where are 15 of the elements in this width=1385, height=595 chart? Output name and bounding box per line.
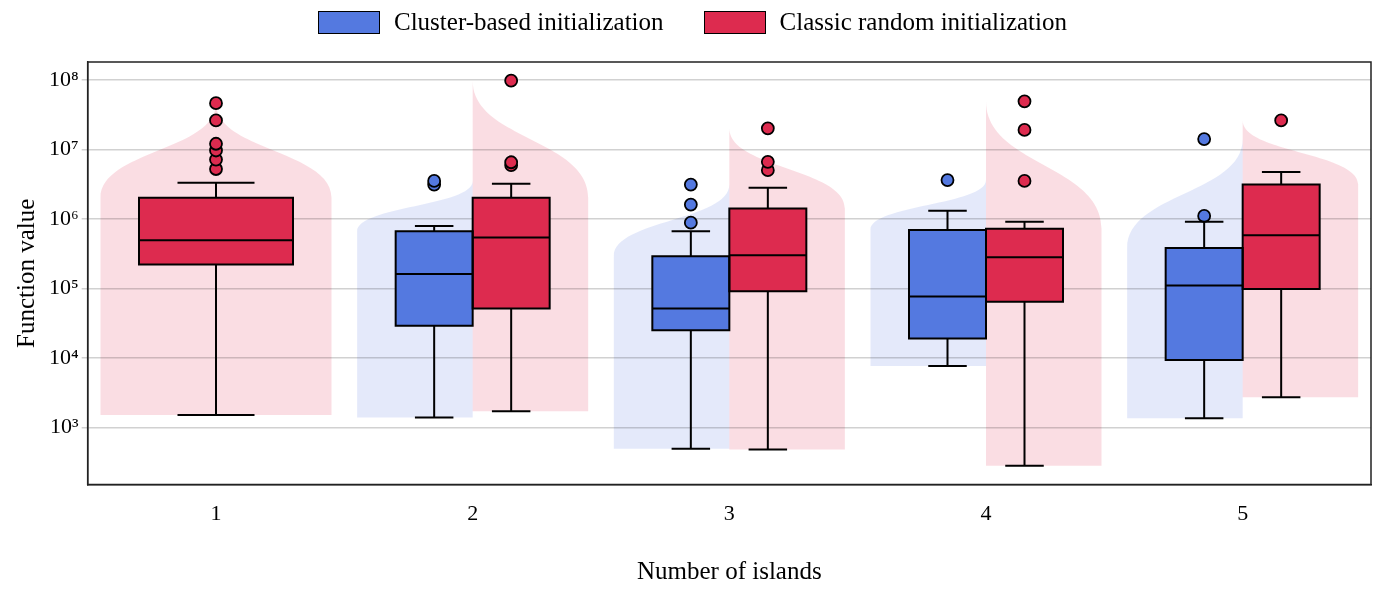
x-tick-label: 2 — [467, 499, 479, 525]
y-axis-title: Function value — [11, 198, 39, 348]
legend-label: Classic random initialization — [779, 8, 1068, 36]
x-tick-label: 1 — [210, 499, 222, 525]
y-tick-label: 10⁴ — [49, 343, 79, 369]
y-tick-label: 10³ — [50, 413, 80, 439]
x-tick-label: 5 — [1237, 499, 1249, 525]
x-tick-label: 4 — [980, 499, 992, 525]
y-tick-label: 10⁸ — [49, 65, 79, 91]
x-tick-label: 3 — [723, 499, 735, 525]
y-tick-label: 10⁶ — [49, 204, 79, 230]
x-axis-title: Number of islands — [636, 556, 822, 584]
legend-label: Cluster-based initialization — [393, 8, 664, 36]
y-tick-label: 10⁷ — [49, 135, 79, 161]
y-tick-label: 10⁵ — [49, 274, 79, 300]
